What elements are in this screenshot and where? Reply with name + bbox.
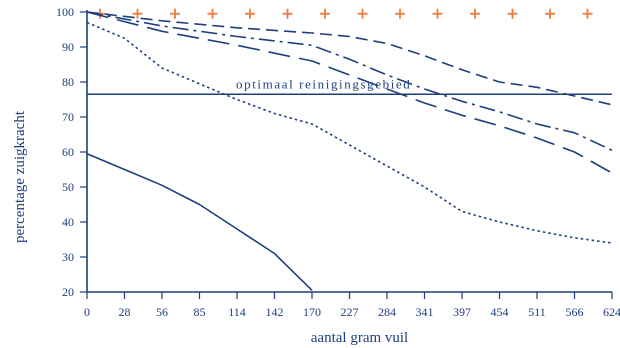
x-tick-label: 341 [416, 305, 434, 319]
x-tick-label: 0 [84, 305, 90, 319]
plus-marker [545, 8, 555, 19]
x-tick-label: 397 [453, 305, 471, 319]
reference-line-group: optimaal reinigingsgebied [87, 76, 612, 96]
y-tick-label: 30 [62, 250, 74, 264]
plus-marker [395, 8, 405, 19]
y-tick-label: 90 [62, 40, 74, 54]
x-tick-label: 511 [528, 305, 546, 319]
x-tick-label: 566 [566, 305, 584, 319]
series-line-solid [86, 153, 313, 291]
plus-marker [357, 8, 368, 19]
plus-marker [432, 8, 443, 19]
series-line-long-dash [86, 11, 613, 174]
x-tick-label: 624 [603, 305, 620, 319]
y-tick-label: 50 [62, 180, 74, 194]
optimal-range-label: optimaal reinigingsgebied [236, 76, 411, 91]
plus-marker [507, 8, 518, 19]
x-axis-title: aantal gram vuil [311, 330, 408, 346]
x-tick-label: 114 [228, 305, 246, 319]
x-tick-label: 454 [491, 305, 509, 319]
y-tick-label: 100 [56, 5, 74, 19]
x-tick-label: 28 [119, 305, 131, 319]
plus-marker [132, 8, 143, 19]
plus-marker [170, 8, 180, 19]
series-line-dotted [86, 21, 613, 244]
x-tick-label: 227 [341, 305, 359, 319]
plus-marker [282, 8, 293, 19]
plus-marker [207, 8, 218, 19]
y-tick-label: 80 [62, 75, 74, 89]
plus-marker [245, 8, 255, 19]
x-tick-label: 284 [378, 305, 396, 319]
y-tick-label: 40 [62, 215, 74, 229]
x-tick-label: 142 [266, 305, 284, 319]
x-tick-label: 170 [303, 305, 321, 319]
plus-marker [320, 8, 330, 19]
x-tick-label: 85 [194, 305, 206, 319]
y-axis-title: percentage zuigkracht [12, 110, 28, 243]
y-tick-label: 70 [62, 110, 74, 124]
series-line-dash-dot [86, 11, 613, 152]
plus-marker [582, 8, 593, 19]
x-ticks: 0 28 56 85 114 142 170 227 284 341 397 454 511 566 624 [84, 292, 620, 319]
y-tick-label: 20 [62, 285, 74, 299]
y-ticks: 20 30 40 50 60 70 80 90 100 [56, 5, 87, 299]
series-group [86, 8, 613, 291]
axes [86, 10, 612, 293]
x-tick-label: 56 [156, 305, 168, 319]
y-tick-label: 60 [62, 145, 74, 159]
series-plus-markers [95, 8, 593, 19]
plus-marker [470, 8, 480, 19]
